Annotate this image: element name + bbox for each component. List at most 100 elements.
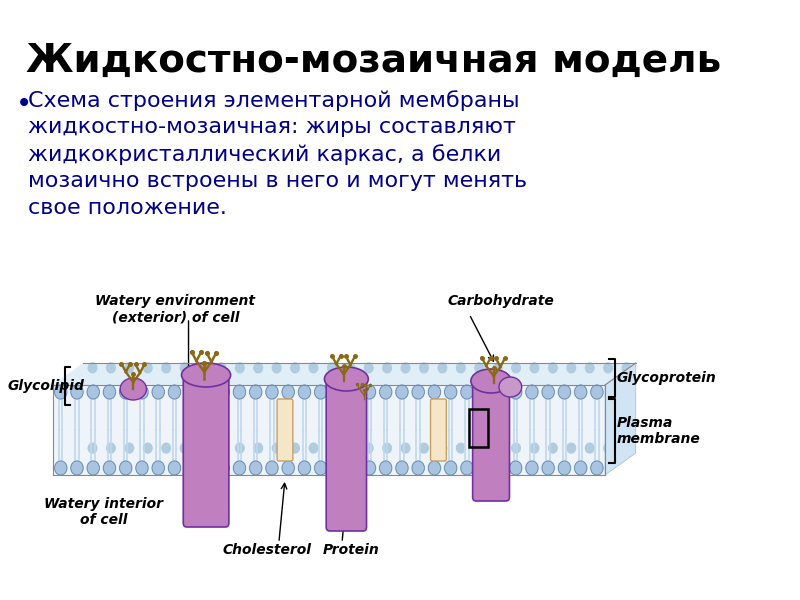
Polygon shape bbox=[53, 363, 636, 385]
Circle shape bbox=[250, 385, 262, 399]
Circle shape bbox=[428, 385, 441, 399]
Circle shape bbox=[412, 461, 424, 475]
Circle shape bbox=[106, 443, 115, 453]
Circle shape bbox=[494, 461, 506, 475]
Ellipse shape bbox=[120, 378, 146, 400]
Circle shape bbox=[475, 443, 483, 453]
Circle shape bbox=[266, 385, 278, 399]
Circle shape bbox=[328, 443, 336, 453]
Circle shape bbox=[180, 443, 189, 453]
Circle shape bbox=[346, 443, 354, 453]
Circle shape bbox=[347, 461, 359, 475]
Circle shape bbox=[542, 461, 554, 475]
Circle shape bbox=[622, 363, 631, 373]
Circle shape bbox=[402, 363, 410, 373]
Circle shape bbox=[136, 385, 148, 399]
Circle shape bbox=[87, 461, 99, 475]
Circle shape bbox=[282, 461, 294, 475]
Circle shape bbox=[143, 443, 152, 453]
Circle shape bbox=[136, 461, 148, 475]
Circle shape bbox=[586, 363, 594, 373]
Circle shape bbox=[494, 443, 502, 453]
Circle shape bbox=[461, 385, 473, 399]
Circle shape bbox=[420, 443, 428, 453]
Circle shape bbox=[119, 461, 132, 475]
Circle shape bbox=[125, 443, 134, 453]
Circle shape bbox=[235, 443, 244, 453]
Circle shape bbox=[379, 461, 392, 475]
Circle shape bbox=[383, 363, 391, 373]
Polygon shape bbox=[53, 385, 605, 475]
Circle shape bbox=[477, 385, 490, 399]
Ellipse shape bbox=[471, 369, 511, 393]
Circle shape bbox=[180, 363, 189, 373]
Circle shape bbox=[217, 363, 226, 373]
Circle shape bbox=[586, 443, 594, 453]
Circle shape bbox=[512, 443, 520, 453]
Circle shape bbox=[512, 363, 520, 373]
Circle shape bbox=[309, 443, 318, 453]
Circle shape bbox=[152, 461, 164, 475]
Circle shape bbox=[272, 443, 281, 453]
Text: Glycoprotein: Glycoprotein bbox=[617, 371, 716, 385]
Circle shape bbox=[254, 363, 262, 373]
Circle shape bbox=[185, 461, 197, 475]
Circle shape bbox=[309, 363, 318, 373]
Text: Glycolipid: Glycolipid bbox=[7, 379, 84, 393]
Circle shape bbox=[103, 461, 116, 475]
Circle shape bbox=[298, 461, 310, 475]
Circle shape bbox=[549, 363, 557, 373]
Circle shape bbox=[331, 461, 343, 475]
Circle shape bbox=[510, 385, 522, 399]
Circle shape bbox=[119, 385, 132, 399]
Circle shape bbox=[162, 363, 170, 373]
Circle shape bbox=[266, 461, 278, 475]
Circle shape bbox=[363, 385, 375, 399]
Circle shape bbox=[162, 443, 170, 453]
Circle shape bbox=[590, 461, 603, 475]
Circle shape bbox=[234, 461, 246, 475]
Circle shape bbox=[457, 363, 465, 373]
Circle shape bbox=[290, 363, 299, 373]
Circle shape bbox=[198, 443, 207, 453]
Text: •: • bbox=[16, 90, 32, 118]
Circle shape bbox=[494, 385, 506, 399]
FancyBboxPatch shape bbox=[277, 399, 293, 461]
Ellipse shape bbox=[499, 377, 522, 397]
Circle shape bbox=[526, 461, 538, 475]
FancyBboxPatch shape bbox=[430, 399, 446, 461]
Circle shape bbox=[201, 385, 213, 399]
Ellipse shape bbox=[325, 367, 368, 391]
Circle shape bbox=[438, 443, 446, 453]
Circle shape bbox=[445, 385, 457, 399]
Circle shape bbox=[396, 461, 408, 475]
Circle shape bbox=[542, 385, 554, 399]
FancyBboxPatch shape bbox=[473, 377, 510, 501]
Circle shape bbox=[282, 385, 294, 399]
Circle shape bbox=[54, 385, 67, 399]
Circle shape bbox=[420, 363, 428, 373]
Circle shape bbox=[445, 461, 457, 475]
Text: Watery interior
of cell: Watery interior of cell bbox=[44, 497, 163, 527]
Circle shape bbox=[88, 363, 97, 373]
Circle shape bbox=[526, 385, 538, 399]
Circle shape bbox=[590, 385, 603, 399]
Text: Схема строения элементарной мембраны
жидкостно-мозаичная: жиры составляют
жидкок: Схема строения элементарной мембраны жид… bbox=[28, 90, 527, 218]
Circle shape bbox=[363, 461, 375, 475]
Circle shape bbox=[314, 461, 327, 475]
Circle shape bbox=[234, 385, 246, 399]
Circle shape bbox=[477, 461, 490, 475]
Circle shape bbox=[331, 385, 343, 399]
Circle shape bbox=[530, 443, 538, 453]
Circle shape bbox=[88, 443, 97, 453]
Circle shape bbox=[143, 363, 152, 373]
Circle shape bbox=[396, 385, 408, 399]
FancyBboxPatch shape bbox=[326, 375, 366, 531]
Circle shape bbox=[298, 385, 310, 399]
Circle shape bbox=[235, 363, 244, 373]
Circle shape bbox=[347, 385, 359, 399]
FancyBboxPatch shape bbox=[183, 371, 229, 527]
Circle shape bbox=[530, 363, 538, 373]
Text: Protein: Protein bbox=[322, 543, 379, 557]
Circle shape bbox=[71, 385, 83, 399]
